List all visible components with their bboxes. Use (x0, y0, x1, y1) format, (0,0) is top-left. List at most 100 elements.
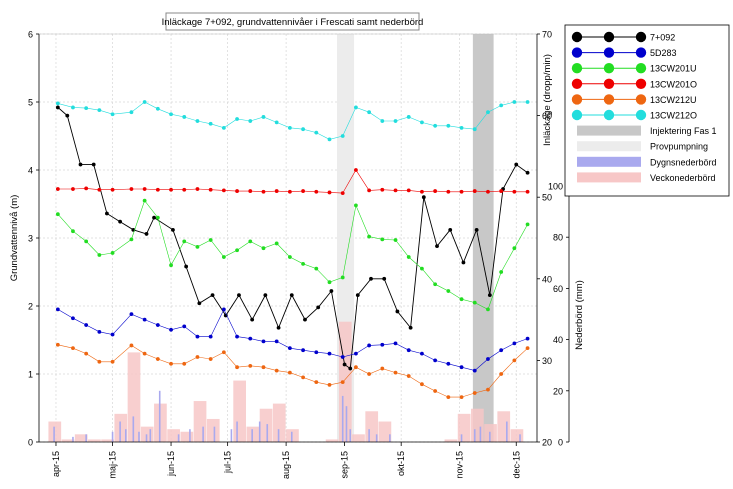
y-axis-label-precip: Nederbörd (mm) (574, 280, 585, 350)
weekly-precip-bar (167, 429, 180, 442)
weekly-precip-bar (352, 434, 365, 442)
series-point (354, 105, 358, 110)
series-point (263, 293, 268, 298)
series-point (71, 346, 75, 351)
weekly-precip-bar (193, 401, 207, 442)
series-point (97, 108, 102, 113)
series-point (435, 244, 439, 249)
series-point (155, 106, 160, 111)
series-point (354, 365, 358, 370)
series-point (340, 191, 345, 196)
series-point (301, 189, 305, 193)
leak-tick-label: 50 (542, 193, 552, 203)
series-point (340, 134, 345, 138)
daily-precip-bar (473, 429, 476, 442)
legend-swatch-marker (603, 47, 615, 58)
series-point (97, 253, 102, 257)
legend-label: Provpumpning (650, 142, 708, 152)
weekly-precip-bar (457, 413, 471, 442)
series-point (235, 365, 239, 370)
series-point (195, 119, 200, 123)
series-point (55, 101, 60, 106)
series-point (142, 317, 147, 322)
series-point (499, 189, 504, 193)
leak-tick-label: 40 (542, 274, 552, 284)
series-point (208, 187, 213, 192)
series-point (129, 237, 134, 242)
daily-precip-bar (251, 429, 253, 442)
series-point (184, 264, 189, 269)
series-point (235, 189, 239, 193)
series-point (406, 374, 411, 378)
series-point (155, 187, 160, 192)
daily-precip-bar (202, 426, 204, 442)
daily-precip-bar (368, 429, 370, 442)
series-point (395, 309, 400, 314)
weekly-precip-bar (127, 352, 141, 442)
series-point (182, 187, 187, 192)
series-point (512, 189, 517, 194)
legend-label: Injektering Fas 1 (650, 126, 717, 136)
series-point (380, 366, 385, 371)
series-point (486, 110, 490, 115)
series-point (110, 251, 115, 255)
precip-tick-label: 100 (548, 182, 563, 192)
x-tick-label: nov-15 (455, 451, 465, 479)
series-point (169, 327, 173, 332)
series-point (420, 382, 424, 387)
series-point (472, 368, 477, 373)
series-point (525, 170, 530, 175)
series-point (169, 112, 173, 117)
series-point (472, 391, 477, 395)
daily-precip-bar (349, 429, 352, 442)
series-point (393, 188, 398, 193)
series-point (446, 123, 451, 128)
series-point (380, 119, 385, 123)
series-point (84, 323, 89, 327)
legend-label: 13CW212O (650, 111, 697, 121)
series-point (261, 246, 266, 251)
series-point (406, 255, 411, 259)
daily-precip-bar (72, 436, 74, 442)
series-point (210, 293, 215, 298)
series-point (221, 125, 226, 130)
series-point (420, 189, 424, 194)
x-tick-label: maj-15 (108, 451, 118, 479)
series-point (393, 119, 398, 123)
series-point (235, 117, 239, 121)
series-point (289, 293, 294, 298)
series-point (208, 357, 213, 361)
series-line (57, 101, 528, 140)
series-point (393, 370, 398, 375)
daily-precip-bar (290, 431, 293, 442)
legend-swatch-marker (603, 94, 615, 105)
series-point (129, 110, 134, 115)
series-point (248, 119, 253, 123)
series-point (110, 332, 115, 337)
series-point (382, 276, 387, 281)
series-point (221, 255, 226, 259)
series-point (446, 289, 451, 293)
chart-title-box: Inläckage 7+092, grundvattennivåer i Fre… (162, 12, 423, 31)
series-point (486, 387, 490, 392)
y-tick-label: 5 (28, 98, 33, 108)
weekly-precip-bar (470, 408, 484, 442)
series-point (367, 188, 372, 193)
weekly-precip-bar (510, 429, 524, 442)
legend-swatch-marker (635, 31, 647, 43)
series-point (512, 246, 517, 251)
series-point (301, 375, 305, 380)
series-point (274, 120, 279, 125)
daily-precip-bar (177, 434, 180, 442)
y-axis-label-left: Grundvattennivå (m) (9, 195, 20, 282)
legend-label: 5D283 (650, 48, 677, 58)
series-point (314, 189, 319, 194)
series-point (169, 187, 173, 192)
series-point (55, 187, 60, 191)
precip-tick-label: 0 (558, 438, 563, 448)
leak-tick-label: 20 (542, 438, 552, 448)
legend-label: 13CW201U (650, 64, 697, 74)
series-point (499, 348, 504, 353)
daily-precip-bar (341, 395, 344, 442)
